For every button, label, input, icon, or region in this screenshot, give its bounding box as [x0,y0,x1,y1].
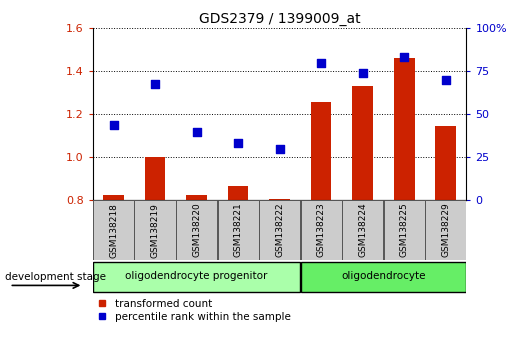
Bar [186,195,207,200]
Bar [269,199,290,200]
Bar [93,262,300,292]
Text: GSM138224: GSM138224 [358,203,367,257]
Bar [176,200,217,260]
Text: oligodendrocyte progenitor: oligodendrocyte progenitor [126,271,268,281]
Text: GSM138219: GSM138219 [151,202,160,258]
Point [109,122,118,128]
Bar [435,126,456,200]
Bar [103,195,124,200]
Text: GSM138229: GSM138229 [441,203,450,257]
Text: GSM138218: GSM138218 [109,202,118,258]
Title: GDS2379 / 1399009_at: GDS2379 / 1399009_at [199,12,360,26]
Point [441,77,450,83]
Legend: transformed count, percentile rank within the sample: transformed count, percentile rank withi… [98,299,290,322]
Bar [301,200,342,260]
Bar [145,157,165,200]
Text: development stage: development stage [5,272,107,282]
Bar [135,200,175,260]
Bar [394,58,414,200]
Point [234,140,242,146]
Text: GSM138225: GSM138225 [400,203,409,257]
Text: GSM138221: GSM138221 [234,203,243,257]
Text: GSM138223: GSM138223 [316,203,325,257]
Bar [228,186,249,200]
Point [317,60,325,65]
Point [276,146,284,152]
Bar [93,200,134,260]
Bar [342,200,383,260]
Point [192,130,201,135]
Point [400,55,408,60]
Bar [311,102,331,200]
Bar [352,86,373,200]
Bar [217,200,259,260]
Text: GSM138220: GSM138220 [192,203,201,257]
Point [358,70,367,76]
Bar [384,200,425,260]
Text: GSM138222: GSM138222 [275,203,284,257]
Bar [425,200,466,260]
Point [151,81,159,87]
Bar [259,200,300,260]
Text: oligodendrocyte: oligodendrocyte [341,271,426,281]
Bar [301,262,466,292]
